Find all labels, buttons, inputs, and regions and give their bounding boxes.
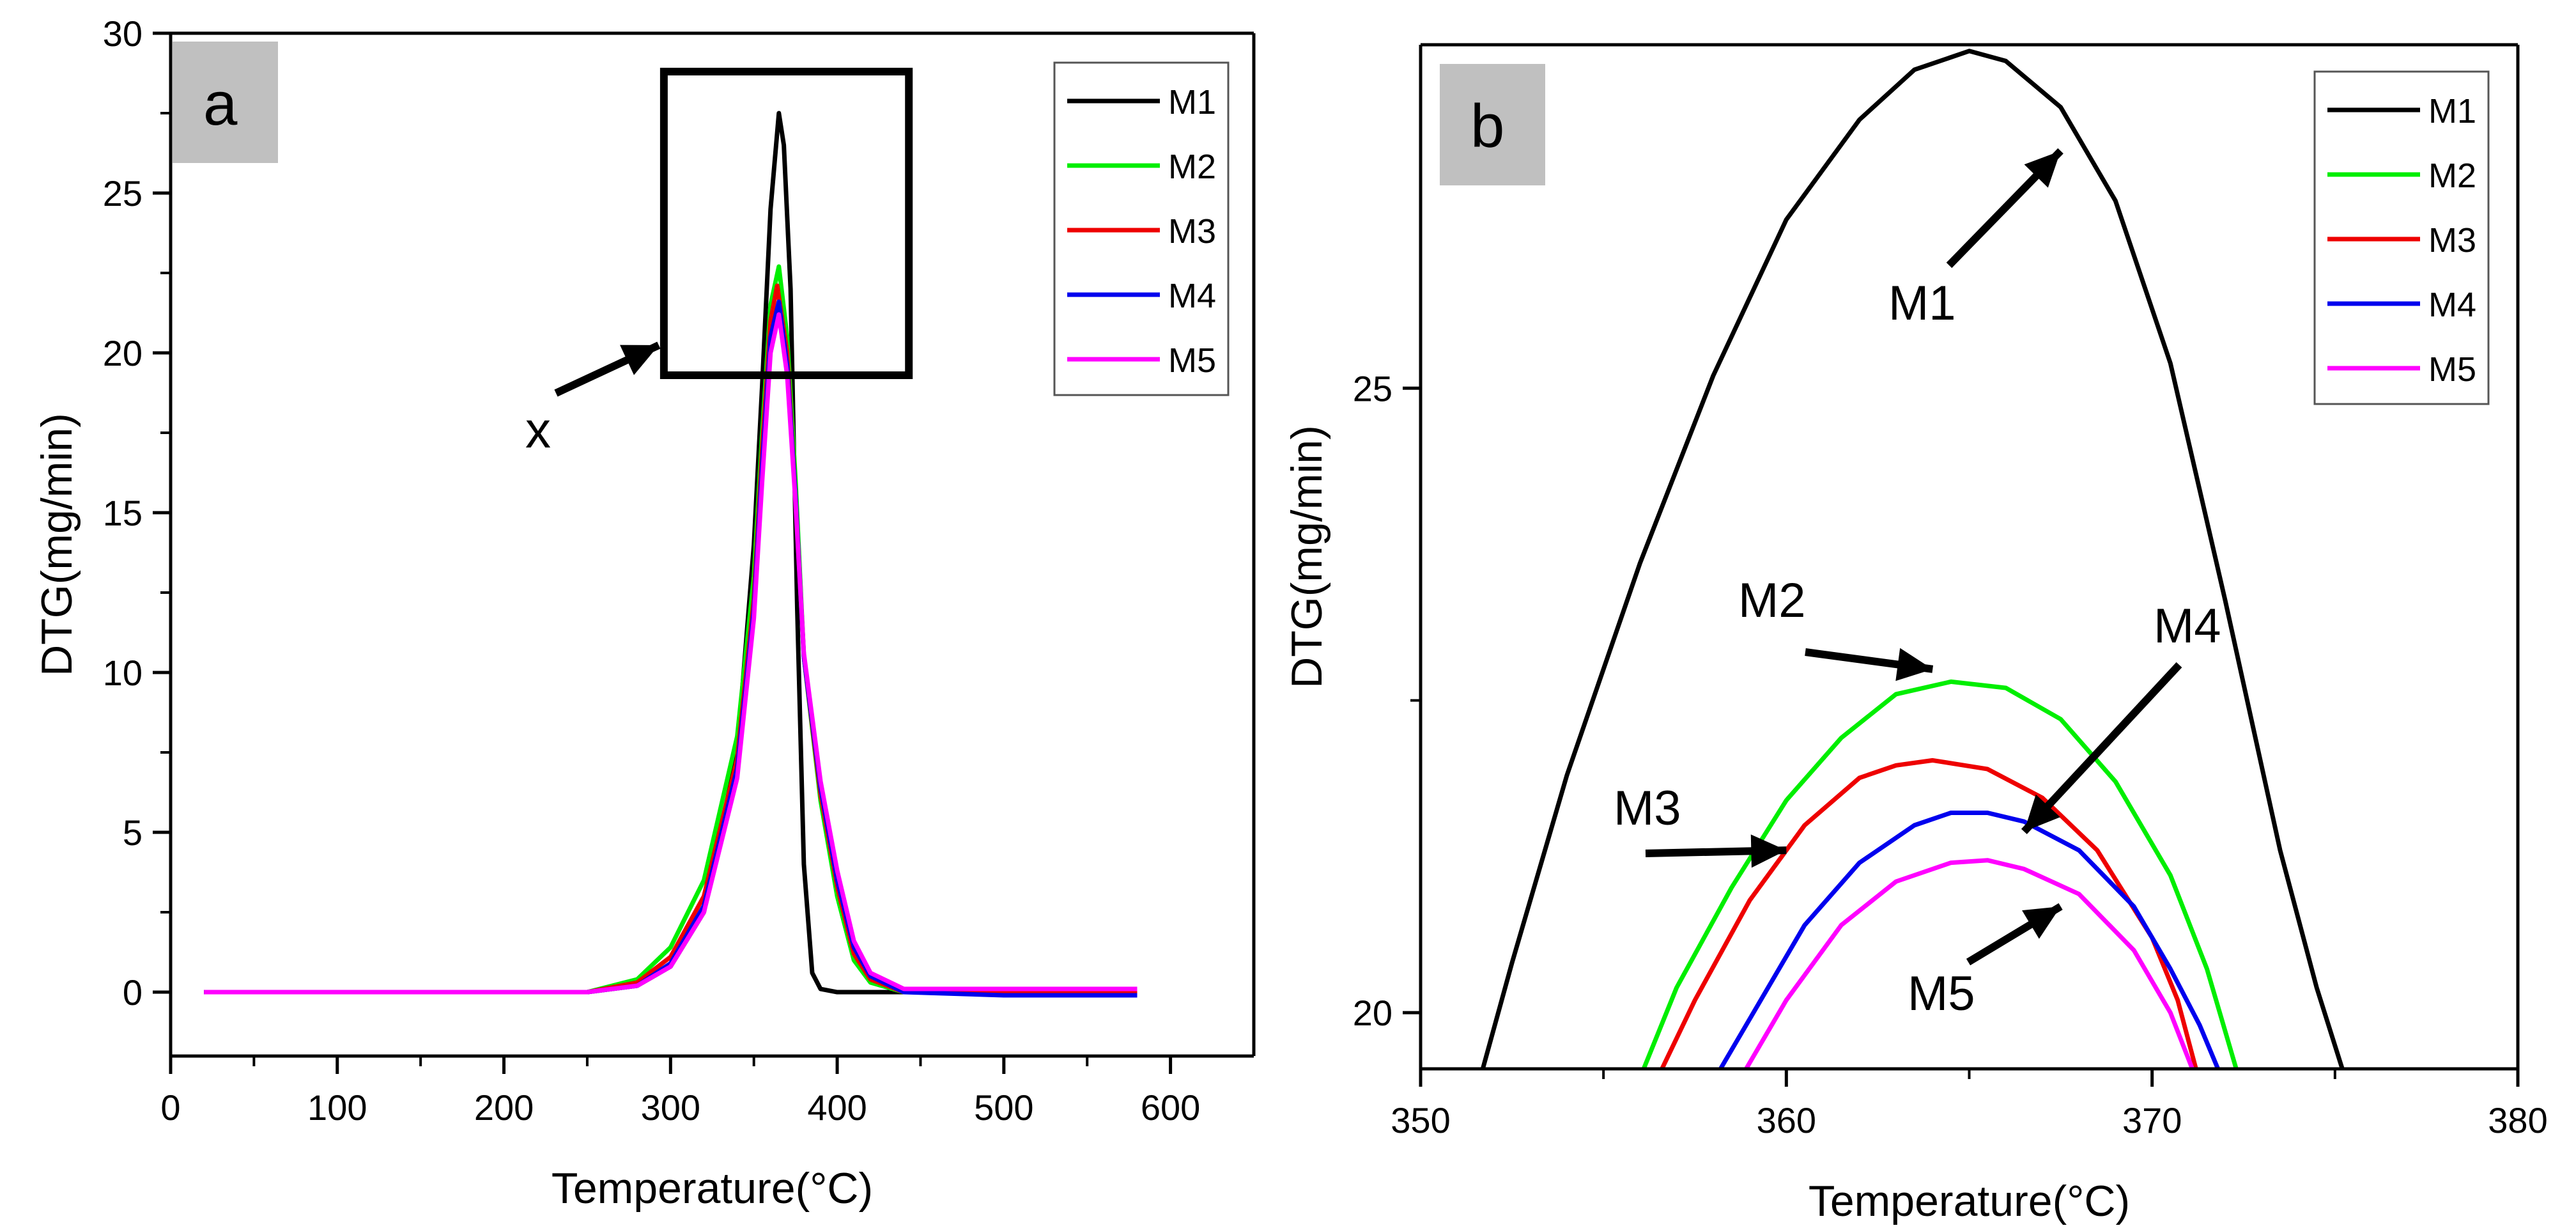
panel-b-x-axis-label: Temperature(°C) xyxy=(1809,1177,2130,1225)
panel-a-series-m3 xyxy=(204,283,1138,995)
panel-a-legend-label-m4: M4 xyxy=(1168,277,1216,315)
panel-a-x-tick-label: 0 xyxy=(160,1087,180,1128)
panel-a-label-box xyxy=(173,42,278,163)
panel-a-series-group xyxy=(204,111,1138,998)
panel-b-legend-label-m2: M2 xyxy=(2428,157,2476,195)
panel-a-y-tick-label: 20 xyxy=(103,333,143,373)
panel-a-y-tick-label: 0 xyxy=(123,972,143,1013)
panel-a-x-tick-label: 400 xyxy=(807,1087,867,1128)
panel-b-annotation-m2: M2 xyxy=(1738,573,1806,628)
panel-a-legend-label-m1: M1 xyxy=(1168,83,1216,121)
panel-b-legend-label-m3: M3 xyxy=(2428,221,2476,260)
panel-a-y-tick-label: 15 xyxy=(103,493,143,533)
panel-b-label: b xyxy=(1470,92,1504,160)
panel-b-y-tick-label: 20 xyxy=(1353,993,1392,1033)
panel-b-series-group xyxy=(1480,49,2345,1069)
panel-b-arrow-m2-head xyxy=(1895,648,1933,681)
panel-b-chart: b 350 360 370 380 20 25 Temperature(°C) DTG(mg/m… xyxy=(1283,43,2548,1225)
panel-b-legend-label-m1: M1 xyxy=(2428,92,2476,130)
panel-a-legend-label-m2: M2 xyxy=(1168,148,1216,186)
panel-a-label: a xyxy=(203,70,238,138)
panel-a-y-tick-label: 5 xyxy=(123,812,143,853)
panel-b-y-tick-label: 25 xyxy=(1353,368,1392,408)
panel-b-x-tick-label: 350 xyxy=(1391,1100,1450,1140)
panel-a-zoom-box xyxy=(659,68,913,379)
panel-a-zoom-arrow-head xyxy=(620,345,659,375)
panel-b-arrow-m3-head xyxy=(1750,834,1787,868)
panel-a-series-m5 xyxy=(204,312,1138,995)
panel-a-x-tick-label: 100 xyxy=(307,1087,367,1128)
panel-b-annotation-m4: M4 xyxy=(2154,599,2221,653)
panel-a-x-tick-label: 600 xyxy=(1141,1087,1200,1128)
panel-a-series-m4 xyxy=(204,299,1138,998)
panel-a-y-tick-label: 25 xyxy=(103,173,143,214)
panel-a-series-m1 xyxy=(204,111,1138,995)
panel-b-series-m4 xyxy=(1718,811,2220,1069)
panel-a-x-tick-label: 200 xyxy=(474,1087,534,1128)
panel-b-annotation-m5: M5 xyxy=(1908,967,1975,1021)
panel-b-annotation-m1: M1 xyxy=(1888,276,1956,330)
panel-a-y-tick-label: 10 xyxy=(103,653,143,693)
panel-a-x-tick-label: 500 xyxy=(974,1087,1033,1128)
panel-b-x-tick-label: 370 xyxy=(2122,1100,2182,1140)
panel-b-arrow-m4-shaft xyxy=(2021,662,2182,834)
panel-b-arrow-m1-head xyxy=(2024,151,2061,188)
panel-a-x-tick-label: 300 xyxy=(641,1087,700,1128)
panel-b-y-axis-label: DTG(mg/min) xyxy=(1283,425,1331,688)
panel-b-annotation-m3: M3 xyxy=(1614,781,1681,836)
panel-b-series-m3 xyxy=(1660,758,2198,1069)
panel-a-legend-label-m5: M5 xyxy=(1168,341,1216,380)
panel-b-legend-label-m4: M4 xyxy=(2428,286,2476,324)
panel-a-y-axis-label: DTG(mg/min) xyxy=(33,413,81,676)
panel-b-arrow-m5-head xyxy=(2022,906,2061,939)
panel-b-legend-label-m5: M5 xyxy=(2428,350,2476,389)
panel-a-x-axis-label: Temperature(°C) xyxy=(551,1164,873,1213)
panel-a-legend-label-m3: M3 xyxy=(1168,212,1216,251)
panel-a-chart: a 0 100 200 300 400 500 600 0 5 10 15 20 25 30 Temperat… xyxy=(33,13,1256,1213)
panel-b-series-m1 xyxy=(1480,49,2345,1069)
panel-b-series-m5 xyxy=(1744,858,2194,1069)
panel-a-annotation-x: x xyxy=(525,401,551,458)
panel-b-series-m2 xyxy=(1641,679,2239,1069)
panel-b-label-box xyxy=(1440,64,1545,185)
panel-b-x-tick-label: 380 xyxy=(2488,1100,2547,1140)
panel-a-y-tick-label: 30 xyxy=(103,13,143,54)
panel-b-x-tick-label: 360 xyxy=(1757,1100,1816,1140)
panel-b-arrow-m4-head xyxy=(2024,794,2060,832)
